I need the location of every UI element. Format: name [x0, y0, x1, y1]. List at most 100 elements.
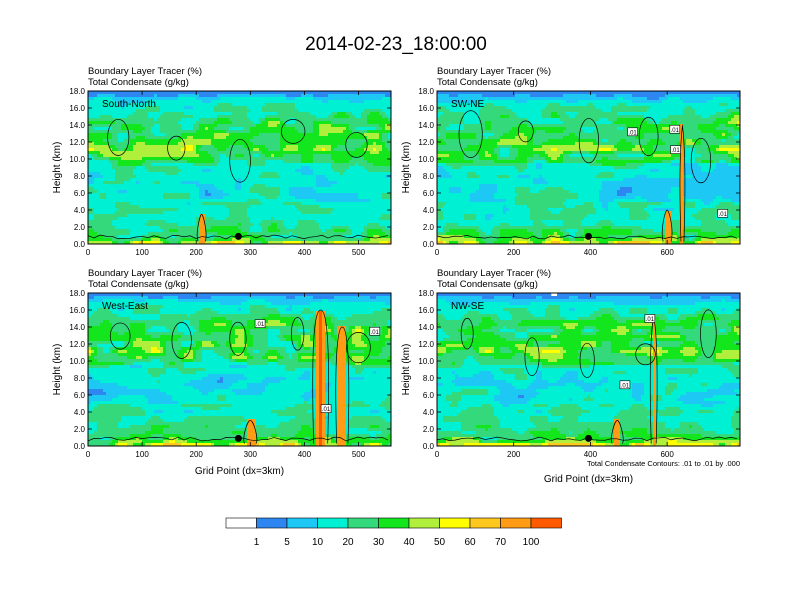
field-cell — [310, 202, 314, 206]
field-cell — [325, 94, 329, 98]
field-cell — [289, 127, 293, 131]
field-cell — [145, 160, 149, 164]
field-cell — [181, 196, 185, 200]
field-cell — [379, 163, 383, 167]
field-cell — [163, 178, 167, 182]
field-cell — [214, 130, 218, 134]
field-cell — [310, 112, 314, 116]
field-cell — [175, 151, 179, 155]
field-cell — [289, 220, 293, 224]
field-cell — [244, 187, 248, 191]
field-cell — [217, 154, 221, 158]
field-cell — [196, 199, 200, 203]
field-cell — [301, 226, 305, 230]
field-cell — [358, 100, 362, 104]
field-cell — [307, 154, 311, 158]
field-cell — [256, 175, 260, 179]
field-cell — [166, 226, 170, 230]
field-cell — [373, 157, 377, 161]
field-cell — [289, 124, 293, 128]
field-cell — [352, 145, 356, 149]
field-cell — [259, 193, 263, 197]
field-cell — [142, 106, 146, 110]
field-cell — [310, 121, 314, 125]
field-cell — [211, 130, 215, 134]
field-cell — [346, 121, 350, 125]
field-cell — [379, 97, 383, 101]
field-cell — [259, 223, 263, 227]
field-cell — [94, 190, 98, 194]
field-cell — [352, 109, 356, 113]
field-cell — [247, 175, 251, 179]
field-cell — [304, 235, 308, 239]
field-cell — [100, 151, 104, 155]
field-cell — [154, 91, 158, 95]
field-cell — [151, 151, 155, 155]
field-cell — [118, 199, 122, 203]
field-cell — [112, 157, 116, 161]
field-cell — [271, 214, 275, 218]
field-cell — [328, 169, 332, 173]
field-cell — [109, 241, 113, 244]
field-cell — [229, 139, 233, 143]
field-cell — [151, 130, 155, 134]
field-cell — [226, 157, 230, 161]
field-cell — [217, 214, 221, 218]
field-cell — [373, 235, 377, 239]
field-cell — [301, 103, 305, 107]
field-cell — [361, 208, 365, 212]
field-cell — [145, 169, 149, 173]
field-cell — [295, 226, 299, 230]
field-cell — [292, 172, 296, 176]
field-cell — [118, 211, 122, 215]
field-cell — [235, 223, 239, 227]
field-cell — [274, 175, 278, 179]
field-cell — [361, 94, 365, 98]
field-cell — [277, 145, 281, 149]
field-cell — [205, 184, 209, 188]
field-cell — [325, 115, 329, 119]
field-cell — [244, 202, 248, 206]
field-cell — [349, 217, 353, 221]
field-cell — [352, 214, 356, 218]
field-cell — [352, 118, 356, 122]
field-cell — [106, 97, 110, 101]
field-cell — [241, 232, 245, 236]
field-cell — [157, 178, 161, 182]
field-cell — [163, 217, 167, 221]
field-cell — [343, 106, 347, 110]
field-cell — [370, 94, 374, 98]
field-cell — [337, 151, 341, 155]
field-cell — [142, 115, 146, 119]
field-cell — [268, 100, 272, 104]
field-cell — [283, 190, 287, 194]
field-cell — [88, 178, 92, 182]
field-cell — [232, 163, 236, 167]
field-cell — [316, 190, 320, 194]
field-cell — [106, 217, 110, 221]
field-cell — [343, 133, 347, 137]
field-cell — [271, 172, 275, 176]
field-cell — [364, 97, 368, 101]
field-cell — [232, 223, 236, 227]
field-cell — [370, 112, 374, 116]
field-cell — [367, 133, 371, 137]
field-cell — [220, 202, 224, 206]
field-cell — [94, 241, 98, 244]
field-cell — [292, 229, 296, 233]
field-cell — [160, 100, 164, 104]
field-cell — [238, 163, 242, 167]
field-cell — [361, 223, 365, 227]
field-cell — [157, 205, 161, 209]
field-cell — [358, 112, 362, 116]
field-cell — [250, 184, 254, 188]
field-cell — [169, 145, 173, 149]
field-cell — [157, 184, 161, 188]
field-cell — [316, 184, 320, 188]
field-cell — [307, 172, 311, 176]
field-cell — [259, 202, 263, 206]
field-cell — [211, 163, 215, 167]
field-cell — [103, 175, 107, 179]
field-cell — [310, 94, 314, 98]
field-cell — [271, 217, 275, 221]
